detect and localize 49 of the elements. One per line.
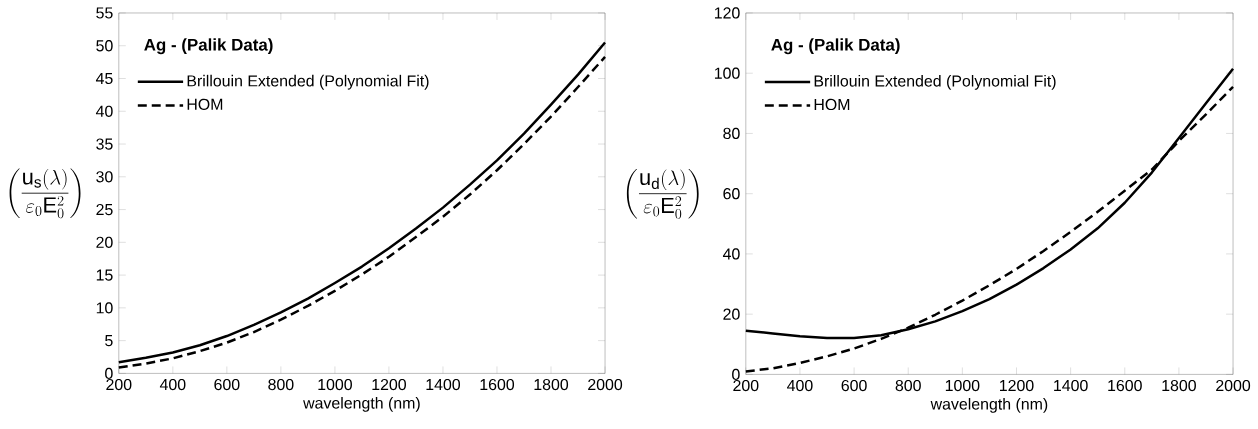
y-tick-label: 35 <box>96 138 113 150</box>
y-tick-label: 100 <box>714 67 740 79</box>
y-tick-label: 40 <box>95 105 113 117</box>
y-tick-label: 15 <box>96 269 113 281</box>
y-tick-label: 25 <box>96 203 113 216</box>
legend-label: Brillouin Extended (Polynomial Fit) <box>814 74 1056 90</box>
y-tick-label: 5 <box>105 334 113 347</box>
x-tick-label: 2000 <box>1216 379 1251 392</box>
x-axis-title: wavelength (nm) <box>303 396 420 412</box>
y-tick-label: 0 <box>105 367 113 379</box>
x-tick-label: 1000 <box>318 378 352 391</box>
y-tick-label: 50 <box>96 39 113 52</box>
y-tick-label: 60 <box>723 187 740 200</box>
y-tick-label: 0 <box>732 368 740 380</box>
y-tick-label: 120 <box>714 7 740 19</box>
x-tick-label: 200 <box>106 378 132 391</box>
annotation: Ag - (Palik Data) <box>771 38 900 55</box>
legend-label: HOM <box>187 98 223 110</box>
x-tick-label: 1800 <box>1162 379 1196 392</box>
y-tick-label: 45 <box>95 72 113 84</box>
x-tick-label: 1200 <box>1000 379 1034 392</box>
annotation: Ag - (Palik Data) <box>144 38 273 54</box>
x-tick-label: 1400 <box>426 378 461 391</box>
x-tick-label: 200 <box>733 379 759 392</box>
y-axis-title: $\left(\frac{\mathrm{u}_{\mathrm{d}}(\lambda)}{\varepsilon_{0}\mathrm{E}_{0}^{2}}\right)$ <box>626 168 699 219</box>
x-tick-label: 1200 <box>372 378 406 391</box>
x-tick-label: 800 <box>268 378 294 391</box>
y-tick-label: 20 <box>96 236 113 248</box>
x-axis-title: wavelength (nm) <box>930 397 1048 413</box>
x-tick-label: 1600 <box>480 378 515 391</box>
y-tick-label: 10 <box>96 302 113 314</box>
legend-label: Brillouin Extended (Polynomial Fit) <box>187 74 429 90</box>
y-tick-label: 80 <box>723 127 740 139</box>
x-tick-label: 1000 <box>945 379 980 392</box>
x-tick-label: 600 <box>841 379 867 392</box>
y-tick-label: 55 <box>96 7 113 19</box>
y-tick-label: 20 <box>723 308 740 320</box>
x-tick-label: 400 <box>787 379 813 392</box>
x-tick-label: 1600 <box>1108 379 1142 392</box>
x-tick-label: 400 <box>159 378 186 391</box>
x-tick-label: 1800 <box>534 378 569 391</box>
y-tick-label: 40 <box>722 248 740 260</box>
y-tick-label: 30 <box>96 171 113 183</box>
legend-label: HOM <box>814 98 850 110</box>
x-tick-label: 800 <box>895 379 921 392</box>
y-axis-title: $\left(\frac{\mathrm{u}_{\mathrm{s}}(\lambda)}{\varepsilon_{0}\mathrm{E}_{0}^{2}}\right)$ <box>9 168 81 219</box>
x-tick-label: 600 <box>214 378 240 391</box>
x-tick-label: 2000 <box>588 378 623 391</box>
x-tick-label: 1400 <box>1054 379 1088 392</box>
